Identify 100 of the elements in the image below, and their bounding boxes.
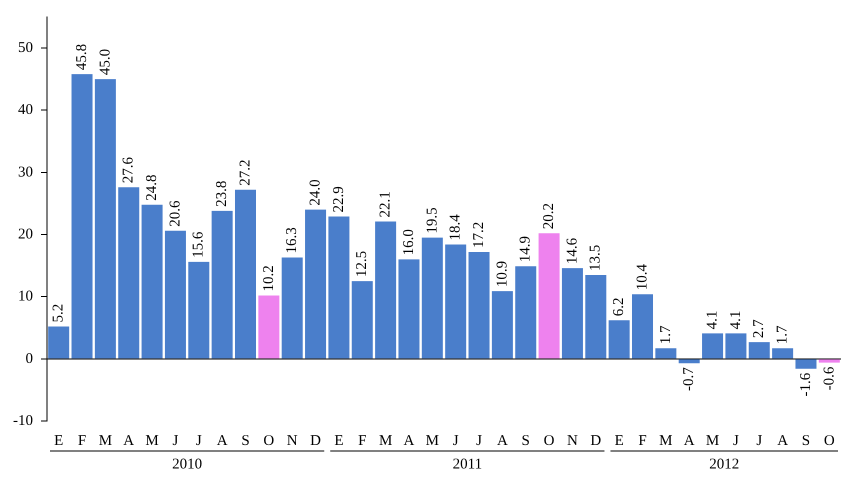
bar xyxy=(118,187,140,358)
x-tick-label: N xyxy=(286,432,298,449)
bar xyxy=(585,274,606,358)
data-label: 14.9 xyxy=(518,236,534,262)
bar xyxy=(468,252,490,358)
bar xyxy=(328,216,350,358)
bar xyxy=(258,295,280,358)
data-label: 15.6 xyxy=(190,231,207,258)
x-tick-label: A xyxy=(404,432,415,449)
y-tick-label: 50 xyxy=(18,40,33,56)
bar xyxy=(608,320,630,358)
data-label: 1.7 xyxy=(774,325,791,344)
x-tick-label: F xyxy=(638,432,647,449)
data-label: 18.4 xyxy=(448,214,464,240)
x-tick-label: F xyxy=(358,432,366,449)
bar xyxy=(678,359,700,364)
y-tick-label: 40 xyxy=(18,102,33,118)
data-label: 13.5 xyxy=(588,244,604,271)
x-tick-label: D xyxy=(590,432,602,449)
data-label: 5.2 xyxy=(50,304,67,323)
data-label: 23.8 xyxy=(214,180,230,207)
bar xyxy=(772,348,794,358)
x-tick-label: M xyxy=(659,432,673,449)
bar xyxy=(305,210,326,358)
bar xyxy=(398,259,420,358)
data-label: 16.0 xyxy=(400,229,417,256)
bar xyxy=(94,79,116,358)
data-label: 14.6 xyxy=(564,237,580,264)
data-label: 6.2 xyxy=(611,298,628,316)
x-tick-label: J xyxy=(452,432,459,449)
bar xyxy=(748,342,770,358)
bar xyxy=(702,333,724,358)
data-label: 4.1 xyxy=(728,310,744,330)
data-label: 12.5 xyxy=(354,250,370,278)
bar xyxy=(818,359,840,363)
bar xyxy=(375,221,396,358)
x-tick-label: M xyxy=(145,432,159,449)
x-tick-label: A xyxy=(216,432,228,449)
bar xyxy=(164,230,186,358)
x-tick-label: E xyxy=(334,432,344,449)
bar xyxy=(492,291,513,358)
data-label: 17.2 xyxy=(470,222,487,248)
x-tick-label: N xyxy=(567,432,578,449)
bar xyxy=(422,238,443,358)
data-label: 22.1 xyxy=(378,191,394,218)
data-label: 24.8 xyxy=(144,174,160,201)
x-tick-label: J xyxy=(196,432,202,449)
x-tick-label: O xyxy=(544,432,555,449)
bar xyxy=(234,190,256,358)
data-label: 10.9 xyxy=(494,260,510,288)
bar xyxy=(725,333,746,358)
data-label: 22.9 xyxy=(330,186,347,213)
bar xyxy=(72,74,93,358)
bar xyxy=(282,258,303,358)
x-tick-label: D xyxy=(310,432,322,449)
text: 2012 xyxy=(709,456,740,472)
x-tick-label: M xyxy=(378,432,392,449)
data-label: 19.5 xyxy=(424,207,440,234)
x-tick-label: F xyxy=(78,432,86,449)
data-label: 20.6 xyxy=(167,200,184,227)
y-tick-label: 30 xyxy=(18,164,33,180)
data-label: 27.6 xyxy=(120,156,137,184)
bar xyxy=(562,268,583,358)
data-label: 4.1 xyxy=(704,310,720,330)
bar xyxy=(48,326,70,358)
x-tick-label: S xyxy=(802,432,810,449)
data-label: 45.0 xyxy=(97,48,114,76)
y-tick-label: 0 xyxy=(25,350,33,367)
x-tick-label: O xyxy=(263,432,274,449)
bar xyxy=(352,281,373,358)
data-label: 10.4 xyxy=(634,263,650,290)
data-label: 10.2 xyxy=(260,265,277,292)
x-tick-label: J xyxy=(756,432,762,449)
x-tick-label: A xyxy=(777,432,788,449)
bar xyxy=(795,359,816,369)
bar xyxy=(212,210,233,358)
x-tick-label: O xyxy=(824,432,835,449)
text: 2011 xyxy=(452,456,482,472)
bar xyxy=(538,233,560,358)
data-label: 2.7 xyxy=(751,318,768,338)
x-tick-label: S xyxy=(522,432,530,449)
data-label: -0.7 xyxy=(681,366,698,391)
bar xyxy=(445,244,466,358)
y-tick-label: 20 xyxy=(18,226,33,242)
x-tick-label: S xyxy=(241,432,250,449)
x-tick-label: A xyxy=(684,432,695,449)
data-label: -0.6 xyxy=(821,366,838,390)
x-tick-label: M xyxy=(426,432,439,449)
data-label: -1.6 xyxy=(798,372,814,397)
data-label: 24.0 xyxy=(307,179,324,206)
x-tick-label: J xyxy=(476,432,482,449)
data-label: 1.7 xyxy=(658,325,674,344)
bar xyxy=(655,348,676,358)
x-tick-label: A xyxy=(496,432,508,449)
data-label: 45.8 xyxy=(74,44,90,70)
data-label: 20.2 xyxy=(541,203,558,230)
x-tick-label: E xyxy=(614,432,624,449)
x-tick-label: J xyxy=(732,432,739,449)
data-label: 27.2 xyxy=(237,160,254,186)
text: 2010 xyxy=(172,456,202,472)
